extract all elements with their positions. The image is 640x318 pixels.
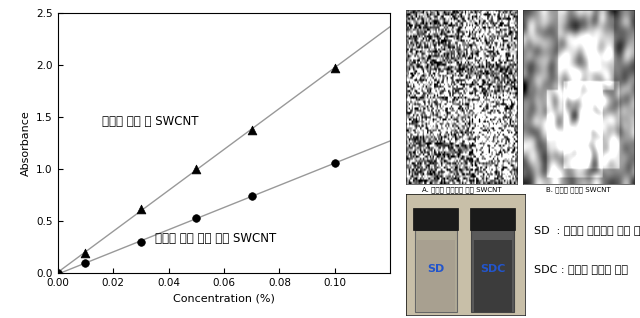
Text: SDC: SDC — [480, 264, 506, 274]
Bar — [417, 240, 455, 312]
Bar — [415, 230, 457, 312]
Bar — [413, 209, 458, 230]
Bar — [470, 209, 515, 230]
Point — [191, 216, 202, 221]
Bar — [474, 240, 511, 312]
Point — [191, 167, 202, 172]
Point — [330, 160, 340, 165]
Text: SD: SD — [428, 264, 445, 274]
Point — [80, 260, 90, 266]
Point — [246, 127, 257, 132]
Point — [80, 250, 90, 255]
Point — [136, 240, 146, 245]
Text: B. 초임계 처리된 SWCNT: B. 초임계 처리된 SWCNT — [546, 186, 611, 193]
Point — [136, 206, 146, 211]
Text: 초임계 처리 된 SWCNT: 초임계 처리 된 SWCNT — [102, 115, 198, 128]
Point — [52, 271, 63, 276]
Y-axis label: Absorbance: Absorbance — [20, 110, 31, 176]
Point — [246, 194, 257, 199]
X-axis label: Concentration (%): Concentration (%) — [173, 294, 275, 304]
Text: SD  : 초임계 처리되지 않은 시료: SD : 초임계 처리되지 않은 시료 — [534, 225, 640, 235]
Text: 초임계 처리 되지 않은 SWCNT: 초임계 처리 되지 않은 SWCNT — [155, 232, 276, 245]
Text: SDC : 초임계 처리된 시료: SDC : 초임계 처리된 시료 — [534, 264, 628, 274]
Point — [52, 271, 63, 276]
Bar — [472, 230, 514, 312]
Text: A. 초동계 처리되지 않은 SWCNT: A. 초동계 처리되지 않은 SWCNT — [422, 186, 502, 193]
Point — [330, 66, 340, 71]
